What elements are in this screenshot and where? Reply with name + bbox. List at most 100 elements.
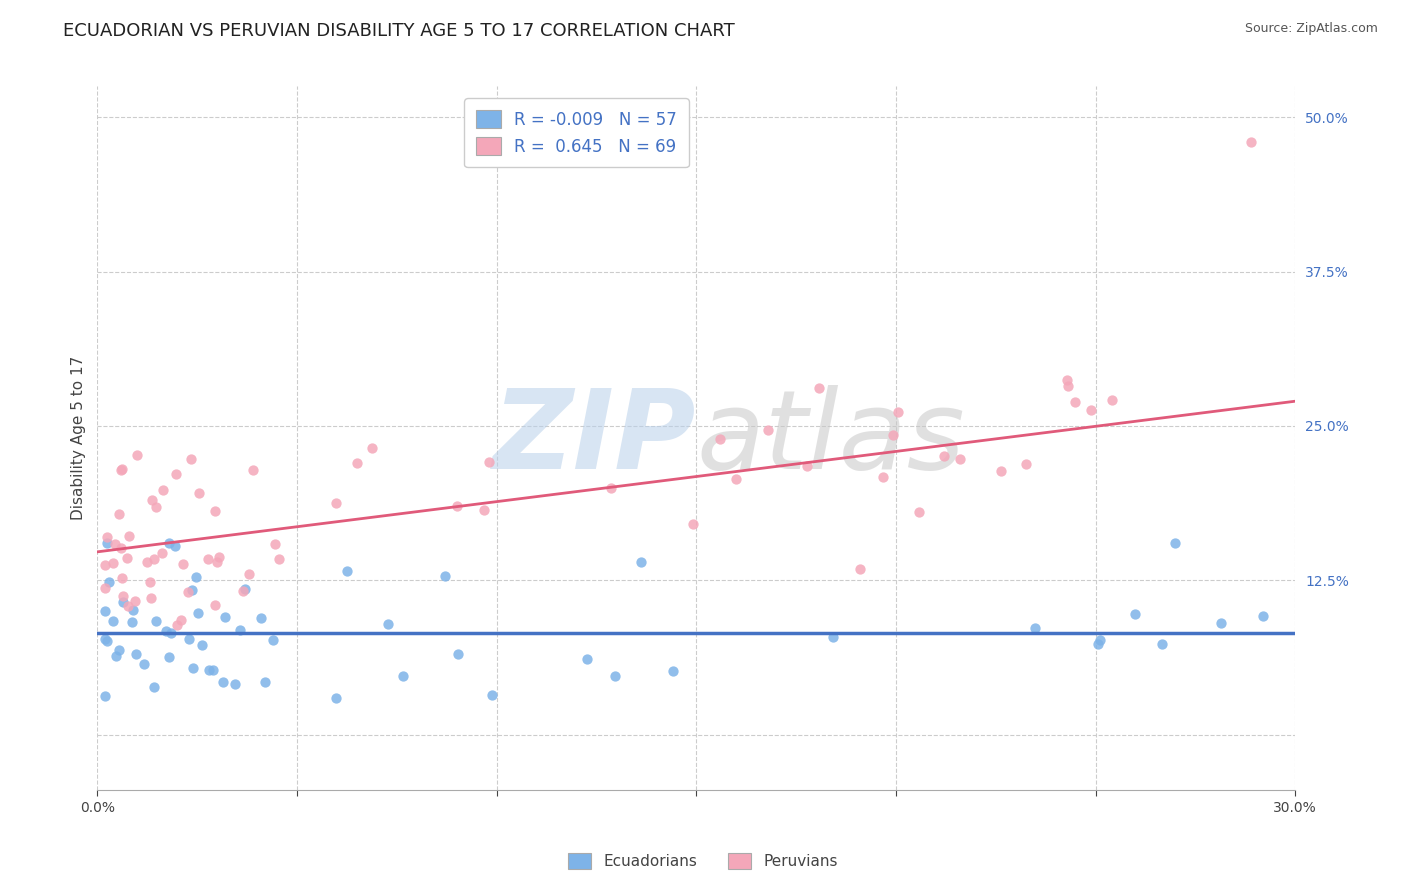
Point [1024, 621, 1046, 635]
Point [165, 467, 187, 482]
Y-axis label: Disability Age 5 to 17: Disability Age 5 to 17 [72, 356, 86, 520]
Point [377, 616, 399, 631]
Point [94, 581, 117, 595]
Point [233, 582, 256, 596]
Point [145, 615, 167, 629]
Point [325, 690, 347, 705]
Point [661, 664, 683, 678]
Point [949, 451, 972, 466]
Text: ECUADORIAN VS PERUVIAN DISABILITY AGE 5 TO 17 CORRELATION CHART: ECUADORIAN VS PERUVIAN DISABILITY AGE 5 … [63, 22, 735, 40]
Point [138, 574, 160, 589]
Point [249, 611, 271, 625]
Point [111, 462, 134, 476]
Point [807, 381, 830, 395]
Point [110, 541, 132, 555]
Point [238, 567, 260, 582]
Point [152, 483, 174, 498]
Point [103, 537, 125, 551]
Point [96, 634, 118, 648]
Point [433, 568, 456, 582]
Point [201, 663, 224, 677]
Point [208, 550, 231, 565]
Point [96, 536, 118, 550]
Point [191, 638, 214, 652]
Point [187, 486, 209, 500]
Point [599, 482, 621, 496]
Point [1123, 607, 1146, 621]
Point [157, 650, 180, 665]
Point [1090, 633, 1112, 648]
Point [446, 499, 468, 513]
Point [211, 675, 233, 690]
Point [152, 546, 174, 560]
Point [118, 529, 141, 543]
Point [132, 657, 155, 671]
Point [481, 688, 503, 702]
Point [1101, 393, 1123, 408]
Text: Source: ZipAtlas.com: Source: ZipAtlas.com [1244, 22, 1378, 36]
Point [165, 539, 187, 553]
Point [242, 463, 264, 477]
Point [143, 680, 166, 694]
Point [1080, 402, 1102, 417]
Point [157, 535, 180, 549]
Point [253, 675, 276, 690]
Point [630, 556, 652, 570]
Point [263, 537, 285, 551]
Point [94, 632, 117, 647]
Point [229, 623, 252, 637]
Point [932, 449, 955, 463]
Point [232, 583, 254, 598]
Point [872, 470, 894, 484]
Legend: R = -0.009   N = 57, R =  0.645   N = 69: R = -0.009 N = 57, R = 0.645 N = 69 [464, 98, 689, 167]
Point [125, 648, 148, 662]
Point [124, 594, 146, 608]
Point [224, 677, 246, 691]
Point [605, 669, 627, 683]
Point [94, 689, 117, 703]
Point [1240, 135, 1263, 149]
Point [682, 516, 704, 531]
Point [1209, 615, 1232, 630]
Point [108, 643, 131, 657]
Point [1251, 609, 1274, 624]
Point [392, 669, 415, 683]
Point [575, 652, 598, 666]
Point [1164, 536, 1187, 550]
Point [1087, 637, 1109, 651]
Point [336, 564, 359, 578]
Point [197, 551, 219, 566]
Point [908, 504, 931, 518]
Point [145, 500, 167, 515]
Point [1056, 373, 1078, 387]
Point [214, 610, 236, 624]
Point [121, 615, 143, 629]
Point [160, 626, 183, 640]
Point [882, 427, 904, 442]
Point [360, 441, 382, 455]
Point [94, 604, 117, 618]
Legend: Ecuadorians, Peruvians: Ecuadorians, Peruvians [562, 847, 844, 875]
Point [127, 448, 149, 462]
Point [122, 603, 145, 617]
Point [141, 492, 163, 507]
Point [101, 556, 124, 570]
Text: ZIP: ZIP [492, 384, 696, 491]
Point [821, 630, 844, 644]
Point [177, 632, 200, 646]
Point [172, 557, 194, 571]
Point [115, 551, 138, 566]
Point [155, 624, 177, 638]
Point [1063, 395, 1085, 409]
Point [849, 562, 872, 576]
Point [177, 585, 200, 599]
Point [141, 591, 163, 606]
Point [111, 594, 134, 608]
Point [447, 647, 470, 661]
Point [111, 571, 134, 585]
Point [709, 432, 731, 446]
Point [204, 504, 226, 518]
Point [1015, 457, 1038, 471]
Point [325, 496, 347, 510]
Point [990, 464, 1012, 478]
